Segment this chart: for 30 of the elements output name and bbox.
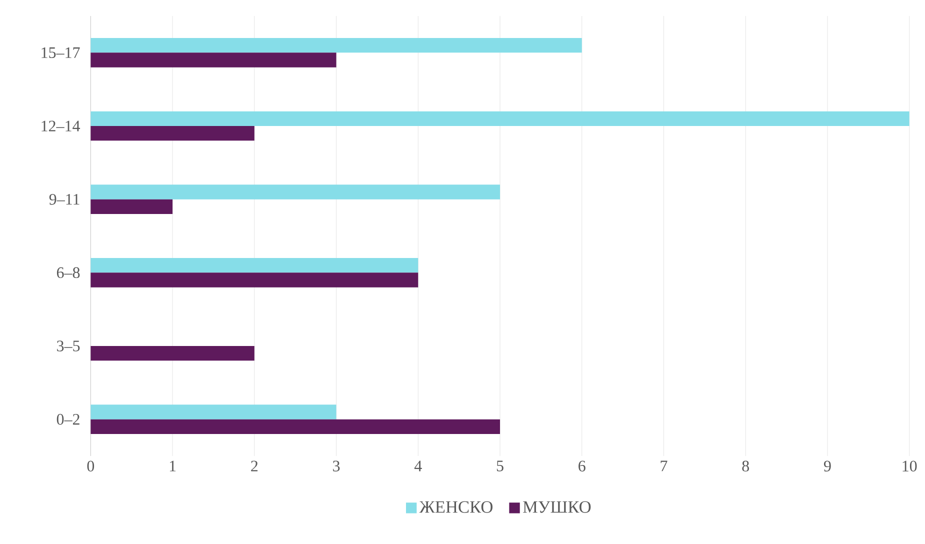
bar xyxy=(90,184,500,200)
bar xyxy=(90,38,582,53)
legend-label: МУШКО xyxy=(523,501,591,513)
bar xyxy=(90,111,910,126)
x-tick-label: 6 xyxy=(578,460,586,472)
bar xyxy=(90,272,418,288)
bar xyxy=(90,346,254,361)
y-tick-label: 3–5 xyxy=(57,340,80,352)
x-tick-label: 3 xyxy=(333,460,340,472)
x-tick-label: 7 xyxy=(660,460,668,472)
x-tick-label: 8 xyxy=(742,460,749,472)
bar xyxy=(90,404,336,420)
y-tick-label: 12–14 xyxy=(42,120,80,132)
bar xyxy=(90,199,173,214)
y-tick-label: 9–11 xyxy=(49,194,80,205)
x-tick-label: 4 xyxy=(414,460,422,472)
x-tick-label: 1 xyxy=(170,460,176,472)
bar xyxy=(90,419,500,434)
x-tick-label: 5 xyxy=(496,460,504,472)
x-tick-label: 10 xyxy=(902,460,917,472)
bar xyxy=(90,126,254,141)
bar xyxy=(90,52,336,68)
bar xyxy=(90,258,418,273)
y-tick-label: 15–17 xyxy=(42,47,80,58)
x-tick-label: 0 xyxy=(87,460,94,472)
legend-label: ЖЕНСКО xyxy=(419,501,492,513)
x-tick-label: 9 xyxy=(824,460,831,472)
x-tick-label: 2 xyxy=(251,460,258,472)
y-tick-label: 0–2 xyxy=(56,414,80,425)
y-tick-label: 6–8 xyxy=(56,267,80,278)
